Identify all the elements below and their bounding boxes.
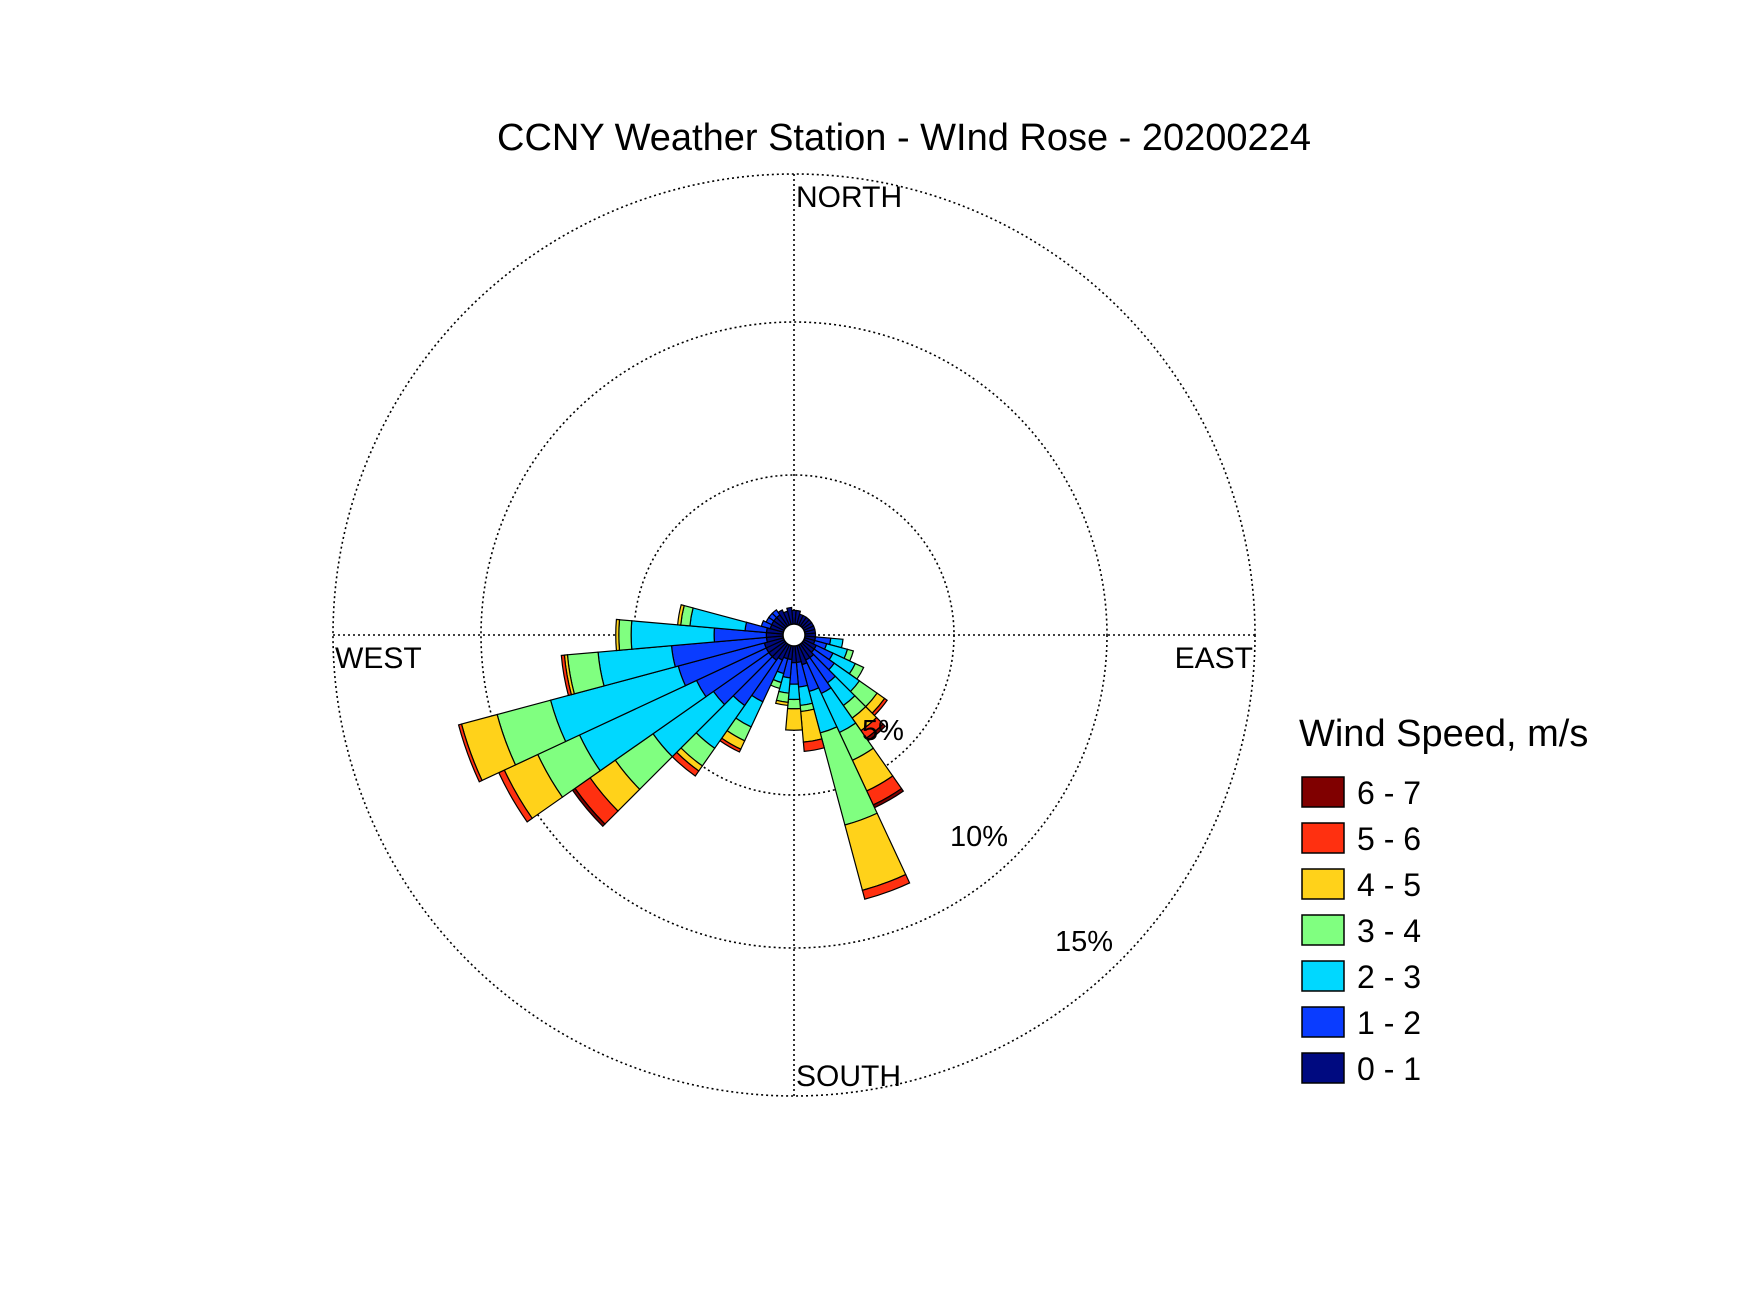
legend-label-2-3: 2 - 3 <box>1357 959 1421 995</box>
rose-segment-190deg-4-5 <box>774 699 789 707</box>
label-south: SOUTH <box>796 1060 901 1093</box>
legend-label-4-5: 4 - 5 <box>1357 867 1421 903</box>
rose-segment-290deg-1-2 <box>760 619 773 630</box>
legend-swatch-0-1 <box>1301 1052 1345 1084</box>
calm-center <box>782 623 806 647</box>
legend-swatch-5-6 <box>1301 822 1345 854</box>
rose-segment-180deg-4-5 <box>785 707 803 731</box>
ring-label-10: 10% <box>950 821 1008 853</box>
legend-title: Wind Speed, m/s <box>1299 713 1588 755</box>
legend-swatch-6-7 <box>1301 776 1345 808</box>
legend-swatch-3-4 <box>1301 914 1345 946</box>
rose-bars <box>457 604 911 900</box>
legend-label-3-4: 3 - 4 <box>1357 913 1421 949</box>
label-north: NORTH <box>796 181 902 214</box>
legend-swatch-2-3 <box>1301 960 1345 992</box>
rose-segment-270deg-3-4 <box>618 619 633 651</box>
legend-label-5-6: 5 - 6 <box>1357 821 1421 857</box>
rose-segment-260deg-5-6 <box>560 654 573 697</box>
label-east: EAST <box>1175 642 1253 675</box>
legend-label-1-2: 1 - 2 <box>1357 1005 1421 1041</box>
rose-segment-270deg-4-5 <box>615 618 621 652</box>
grid-ring-10 <box>480 321 1108 949</box>
legend-swatch-4-5 <box>1301 868 1345 900</box>
legend-label-0-1: 0 - 1 <box>1357 1051 1421 1087</box>
rose-segment-280deg-4-5 <box>677 604 685 626</box>
rose-segment-180deg-3-4 <box>786 698 802 710</box>
label-west: WEST <box>335 642 422 675</box>
ring-label-5: 5% <box>862 715 904 747</box>
rose-segment-250deg-5-6 <box>457 723 483 783</box>
legend: Wind Speed, m/s 6 - 7 5 - 6 4 - 5 3 - 4 2 - … <box>1299 713 1588 1087</box>
chart-title: CCNY Weather Station - WInd Rose - 20200… <box>497 117 1311 159</box>
ring-label-15: 15% <box>1055 926 1113 958</box>
rose-segment-160deg-5-6 <box>861 873 911 900</box>
legend-label-6-7: 6 - 7 <box>1357 775 1421 811</box>
rose-segment-320deg-1-2 <box>771 608 781 619</box>
rose-segment-170deg-5-6 <box>802 738 825 752</box>
legend-swatch-1-2 <box>1301 1006 1345 1038</box>
